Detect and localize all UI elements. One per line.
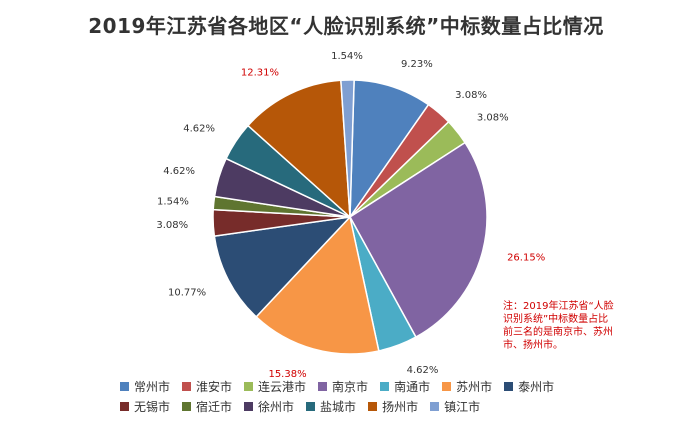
legend-label: 南通市 (394, 379, 431, 394)
legend-swatch (430, 401, 440, 411)
legend-label: 连云港市 (258, 379, 307, 394)
legend-item-13: 镇江市 (430, 396, 480, 416)
legend-item-3: 连云港市 (244, 376, 306, 396)
legend-label: 宿迁市 (196, 399, 233, 414)
legend-item-10: 徐州市 (244, 396, 294, 416)
pie-slice-7 (213, 215, 353, 318)
legend-swatch (244, 401, 254, 411)
legend-item-1: 常州市 (120, 376, 170, 396)
legend-label: 镇江市 (444, 399, 481, 414)
legend-label: 南京市 (332, 379, 369, 394)
legend-swatch (442, 381, 452, 391)
legend-label: 徐州市 (258, 399, 295, 414)
legend-item-8: 无锡市 (120, 396, 170, 416)
data-label-5: 4.62% (407, 365, 439, 376)
legend-row: 无锡市 宿迁市 徐州市 盐城市 扬州市 镇江市 (120, 396, 640, 416)
legend-item-11: 盐城市 (306, 396, 356, 416)
legend-item-5: 南通市 (380, 376, 430, 396)
legend-item-12: 扬州市 (368, 396, 418, 416)
data-label-9: 1.54% (157, 197, 189, 208)
legend-item-9: 宿迁市 (182, 396, 232, 416)
data-label-8: 3.08% (156, 220, 188, 231)
pie-slice-13 (340, 79, 355, 218)
pie-slice-1 (349, 79, 430, 220)
pie-slice-6 (255, 215, 380, 355)
legend-swatch (120, 401, 129, 411)
legend-label: 泰州市 (518, 379, 555, 394)
legend-swatch (504, 381, 514, 391)
legend-swatch (380, 381, 390, 391)
data-label-7: 10.77% (168, 288, 206, 299)
legend-swatch (120, 381, 129, 391)
legend-label: 淮安市 (196, 379, 233, 394)
pie-slices (212, 79, 488, 355)
legend-label: 常州市 (134, 379, 171, 394)
data-labels: 9.23% 3.08% 3.08% 26.15% 4.62% 15.38% 10.77% 3.… (156, 51, 545, 380)
legend-swatch (244, 381, 254, 391)
legend-label: 扬州市 (382, 399, 419, 414)
legend-item-6: 苏州市 (442, 376, 492, 396)
legend-label: 盐城市 (320, 399, 357, 414)
legend-swatch (368, 401, 378, 411)
legend-label: 苏州市 (456, 379, 493, 394)
legend-label: 无锡市 (134, 399, 171, 414)
data-label-2: 3.08% (455, 90, 487, 101)
legend-row: 常州市 淮安市 连云港市 南京市 南通市 苏州市 泰州市 (120, 376, 640, 396)
data-label-6: 15.38% (268, 369, 306, 380)
data-label-1: 9.23% (401, 59, 433, 70)
data-label-4: 26.15% (507, 253, 545, 264)
data-label-12: 12.31% (241, 67, 279, 78)
pie-slice-12 (246, 79, 351, 219)
data-label-3: 3.08% (477, 112, 509, 123)
data-label-11: 4.62% (183, 123, 215, 134)
legend-item-2: 淮安市 (182, 376, 232, 396)
pie-slice-4 (349, 141, 488, 339)
chart-annotation: 注：2019年江苏省“人脸识别系统”中标数量占比前三名的是南京市、苏州市、扬州市… (503, 301, 614, 351)
legend-swatch (182, 381, 192, 391)
legend-item-7: 泰州市 (504, 376, 554, 396)
legend: 常州市 淮安市 连云港市 南京市 南通市 苏州市 泰州市 无锡市 宿迁市 徐州市 盐城市 扬州市 镇江… (120, 376, 640, 416)
legend-swatch (318, 381, 328, 391)
data-label-13: 1.54% (331, 51, 363, 62)
legend-swatch (182, 401, 192, 411)
data-label-10: 4.62% (163, 166, 195, 177)
legend-item-4: 南京市 (318, 376, 368, 396)
chart-title: 2019年江苏省各地区“人脸识别系统”中标数量占比情况 (88, 14, 604, 38)
legend-swatch (306, 401, 316, 411)
